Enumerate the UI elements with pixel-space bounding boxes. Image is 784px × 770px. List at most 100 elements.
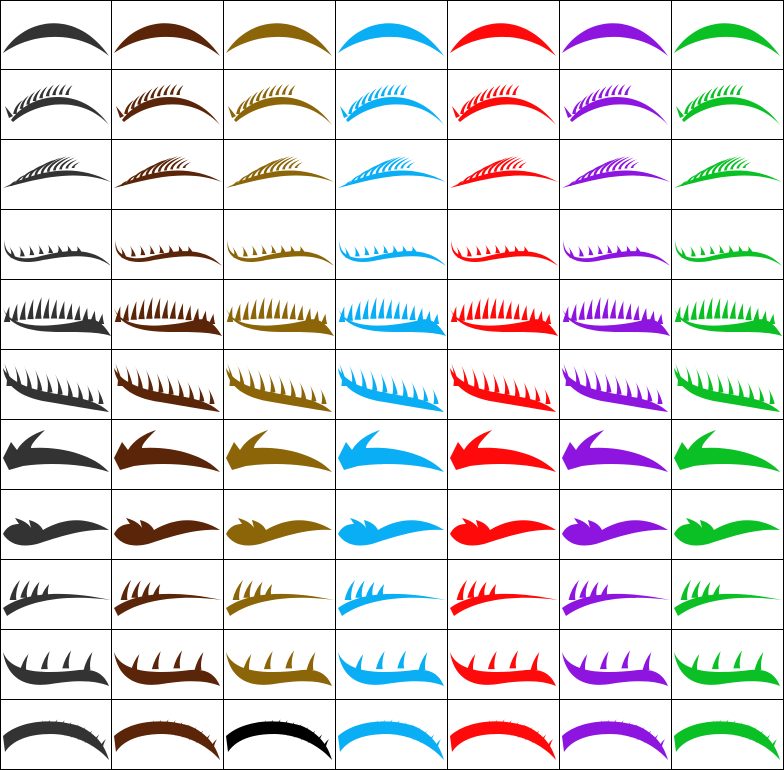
swatch-bold-wing-liner-sky-blue[interactable] bbox=[336, 420, 448, 490]
swatch-dramatic-full-lash-sky-blue[interactable] bbox=[336, 700, 448, 770]
swatch-feathered-wisp-olive-gold[interactable] bbox=[224, 140, 336, 210]
feathered-wisp-icon bbox=[562, 156, 670, 188]
swatch-curled-lash-row-sky-blue[interactable] bbox=[336, 210, 448, 280]
swatch-bold-wing-liner-brown[interactable] bbox=[112, 420, 224, 490]
bold-wing-liner-icon bbox=[338, 430, 444, 472]
swatch-thick-arch-brow-green[interactable] bbox=[672, 0, 784, 70]
double-wave-liner-icon bbox=[3, 518, 109, 546]
swatch-dense-volume-lash-green[interactable] bbox=[672, 280, 784, 350]
swatch-fork-spike-liner-brown[interactable] bbox=[112, 630, 224, 700]
swatch-thick-arch-brow-purple[interactable] bbox=[560, 0, 672, 70]
swatch-fork-spike-liner-green[interactable] bbox=[672, 630, 784, 700]
swatch-long-spike-lash-sky-blue[interactable] bbox=[336, 350, 448, 420]
swatch-feathered-wisp-brown[interactable] bbox=[112, 140, 224, 210]
swatch-spiky-swoosh-green[interactable] bbox=[672, 560, 784, 630]
feathered-wisp-icon bbox=[3, 156, 111, 188]
swatch-dense-volume-lash-red[interactable] bbox=[448, 280, 560, 350]
swatch-fine-lash-sweep-olive-gold[interactable] bbox=[224, 70, 336, 140]
swatch-thick-arch-brow-red[interactable] bbox=[448, 0, 560, 70]
curled-lash-row-icon bbox=[339, 240, 446, 266]
double-wave-liner-icon bbox=[338, 518, 444, 546]
swatch-dense-volume-lash-dark-gray[interactable] bbox=[0, 280, 112, 350]
swatch-fine-lash-sweep-brown[interactable] bbox=[112, 70, 224, 140]
swatch-double-wave-liner-dark-gray[interactable] bbox=[0, 490, 112, 560]
double-wave-liner-icon bbox=[674, 518, 780, 546]
swatch-fine-lash-sweep-dark-gray[interactable] bbox=[0, 70, 112, 140]
swatch-bold-wing-liner-purple[interactable] bbox=[560, 420, 672, 490]
swatch-fork-spike-liner-dark-gray[interactable] bbox=[0, 630, 112, 700]
swatch-fine-lash-sweep-sky-blue[interactable] bbox=[336, 70, 448, 140]
swatch-spiky-swoosh-sky-blue[interactable] bbox=[336, 560, 448, 630]
swatch-spiky-swoosh-brown[interactable] bbox=[112, 560, 224, 630]
bold-wing-liner-icon bbox=[226, 430, 332, 472]
swatch-long-spike-lash-purple[interactable] bbox=[560, 350, 672, 420]
dense-volume-lash-icon bbox=[562, 297, 670, 336]
swatch-dramatic-full-lash-red[interactable] bbox=[448, 700, 560, 770]
swatch-long-spike-lash-red[interactable] bbox=[448, 350, 560, 420]
swatch-feathered-wisp-sky-blue[interactable] bbox=[336, 140, 448, 210]
swatch-long-spike-lash-brown[interactable] bbox=[112, 350, 224, 420]
swatch-dramatic-full-lash-dark-gray[interactable] bbox=[0, 700, 112, 770]
swatch-dense-volume-lash-brown[interactable] bbox=[112, 280, 224, 350]
swatch-dense-volume-lash-olive-gold[interactable] bbox=[224, 280, 336, 350]
swatch-feathered-wisp-purple[interactable] bbox=[560, 140, 672, 210]
bold-wing-liner-icon bbox=[3, 430, 109, 472]
swatch-bold-wing-liner-dark-gray[interactable] bbox=[0, 420, 112, 490]
swatch-bold-wing-liner-olive-gold[interactable] bbox=[224, 420, 336, 490]
dramatic-full-lash-icon bbox=[338, 719, 444, 760]
spiky-swoosh-icon bbox=[562, 580, 670, 616]
swatch-curled-lash-row-green[interactable] bbox=[672, 210, 784, 280]
swatch-thick-arch-brow-sky-blue[interactable] bbox=[336, 0, 448, 70]
swatch-spiky-swoosh-purple[interactable] bbox=[560, 560, 672, 630]
swatch-fine-lash-sweep-purple[interactable] bbox=[560, 70, 672, 140]
swatch-curled-lash-row-purple[interactable] bbox=[560, 210, 672, 280]
swatch-spiky-swoosh-red[interactable] bbox=[448, 560, 560, 630]
swatch-curled-lash-row-brown[interactable] bbox=[112, 210, 224, 280]
dense-volume-lash-icon bbox=[3, 297, 111, 336]
swatch-long-spike-lash-green[interactable] bbox=[672, 350, 784, 420]
swatch-curled-lash-row-red[interactable] bbox=[448, 210, 560, 280]
swatch-long-spike-lash-olive-gold[interactable] bbox=[224, 350, 336, 420]
swatch-long-spike-lash-dark-gray[interactable] bbox=[0, 350, 112, 420]
swatch-dramatic-full-lash-brown[interactable] bbox=[112, 700, 224, 770]
swatch-dense-volume-lash-purple[interactable] bbox=[560, 280, 672, 350]
double-wave-liner-icon bbox=[114, 518, 220, 546]
swatch-bold-wing-liner-red[interactable] bbox=[448, 420, 560, 490]
swatch-double-wave-liner-sky-blue[interactable] bbox=[336, 490, 448, 560]
swatch-feathered-wisp-dark-gray[interactable] bbox=[0, 140, 112, 210]
swatch-fork-spike-liner-purple[interactable] bbox=[560, 630, 672, 700]
swatch-bold-wing-liner-green[interactable] bbox=[672, 420, 784, 490]
swatch-curled-lash-row-dark-gray[interactable] bbox=[0, 210, 112, 280]
swatch-dramatic-full-lash-green[interactable] bbox=[672, 700, 784, 770]
long-spike-lash-icon bbox=[113, 360, 220, 412]
thick-arch-brow-icon bbox=[114, 23, 220, 56]
swatch-dramatic-full-lash-black[interactable] bbox=[224, 700, 336, 770]
swatch-thick-arch-brow-olive-gold[interactable] bbox=[224, 0, 336, 70]
swatch-feathered-wisp-red[interactable] bbox=[448, 140, 560, 210]
swatch-feathered-wisp-green[interactable] bbox=[672, 140, 784, 210]
swatch-double-wave-liner-brown[interactable] bbox=[112, 490, 224, 560]
swatch-dramatic-full-lash-purple[interactable] bbox=[560, 700, 672, 770]
swatch-spiky-swoosh-olive-gold[interactable] bbox=[224, 560, 336, 630]
swatch-dense-volume-lash-sky-blue[interactable] bbox=[336, 280, 448, 350]
swatch-spiky-swoosh-dark-gray[interactable] bbox=[0, 560, 112, 630]
swatch-fork-spike-liner-sky-blue[interactable] bbox=[336, 630, 448, 700]
swatch-curled-lash-row-olive-gold[interactable] bbox=[224, 210, 336, 280]
feathered-wisp-icon bbox=[226, 156, 334, 188]
swatch-double-wave-liner-olive-gold[interactable] bbox=[224, 490, 336, 560]
swatch-fork-spike-liner-red[interactable] bbox=[448, 630, 560, 700]
swatch-fine-lash-sweep-green[interactable] bbox=[672, 70, 784, 140]
dense-volume-lash-icon bbox=[674, 297, 782, 336]
fork-spike-liner-icon bbox=[338, 650, 444, 686]
curled-lash-row-icon bbox=[675, 240, 782, 266]
fork-spike-liner-icon bbox=[562, 650, 668, 686]
bold-wing-liner-icon bbox=[562, 430, 668, 472]
swatch-fine-lash-sweep-red[interactable] bbox=[448, 70, 560, 140]
swatch-double-wave-liner-green[interactable] bbox=[672, 490, 784, 560]
swatch-thick-arch-brow-dark-gray[interactable] bbox=[0, 0, 112, 70]
swatch-fork-spike-liner-olive-gold[interactable] bbox=[224, 630, 336, 700]
swatch-double-wave-liner-red[interactable] bbox=[448, 490, 560, 560]
swatch-double-wave-liner-purple[interactable] bbox=[560, 490, 672, 560]
swatch-thick-arch-brow-brown[interactable] bbox=[112, 0, 224, 70]
